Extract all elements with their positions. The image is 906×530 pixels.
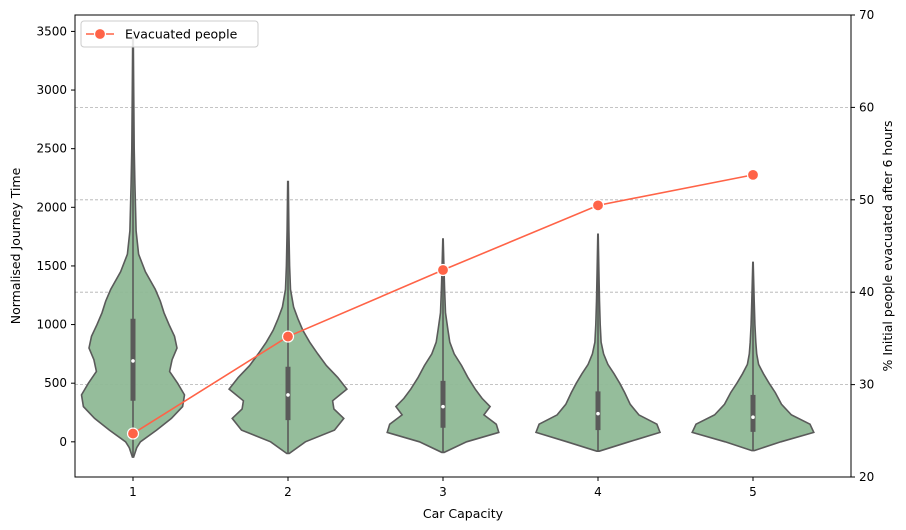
- series-point-2: [281, 330, 295, 343]
- plot-frame: [74, 14, 852, 478]
- x-tick-label: 2: [284, 485, 292, 499]
- y-left-tick-label: 500: [44, 376, 67, 390]
- y-right-tick-label: 40: [859, 285, 874, 299]
- series-point-5: [746, 168, 760, 181]
- x-tick-label: 1: [129, 485, 137, 499]
- y-left-tick-label: 2000: [36, 200, 67, 214]
- grid-lines: [75, 107, 851, 386]
- legend-box: [80, 20, 259, 48]
- legend: Evacuated people: [80, 20, 259, 48]
- y-left-tick-label: 3500: [36, 24, 67, 38]
- y-axis-label-right: % Initial people evacuated after 6 hours: [880, 120, 895, 371]
- y-left-tick-label: 3000: [36, 83, 67, 97]
- axes: 0 500 1000 1500 2000 2500 3000 3500 20 30 40 50 60 70…: [36, 8, 874, 499]
- violin-median-2: [286, 393, 290, 397]
- x-tick-label: 5: [749, 485, 757, 499]
- series-point-1: [126, 427, 140, 440]
- x-tick-label: 4: [594, 485, 602, 499]
- y-right-tick-label: 50: [859, 193, 874, 207]
- violin-median-5: [751, 415, 755, 419]
- y-left-tick-label: 1500: [36, 259, 67, 273]
- x-tick-label: 3: [439, 485, 447, 499]
- legend-label: Evacuated people: [125, 27, 238, 42]
- y-axis-label-left: Normalised Journey Time: [8, 167, 23, 324]
- y-left-tick-label: 0: [59, 435, 67, 449]
- y-right-tick-label: 30: [859, 378, 874, 392]
- series-point-3: [436, 263, 450, 277]
- legend-marker-swatch: [93, 27, 107, 41]
- series-point-4: [591, 199, 605, 212]
- y-left-tick-label: 2500: [36, 142, 67, 156]
- x-axis-label: Car Capacity: [423, 506, 504, 521]
- violin-median-3: [441, 404, 445, 409]
- y-left-tick-label: 1000: [36, 318, 67, 332]
- y-right-tick-label: 20: [859, 470, 874, 484]
- violin-median-1: [131, 359, 135, 363]
- evacuated-series: [126, 168, 760, 440]
- y-right-tick-label: 60: [859, 100, 874, 114]
- violins: [80, 36, 815, 458]
- y-right-tick-label: 70: [859, 8, 874, 22]
- violin-median-4: [596, 411, 600, 416]
